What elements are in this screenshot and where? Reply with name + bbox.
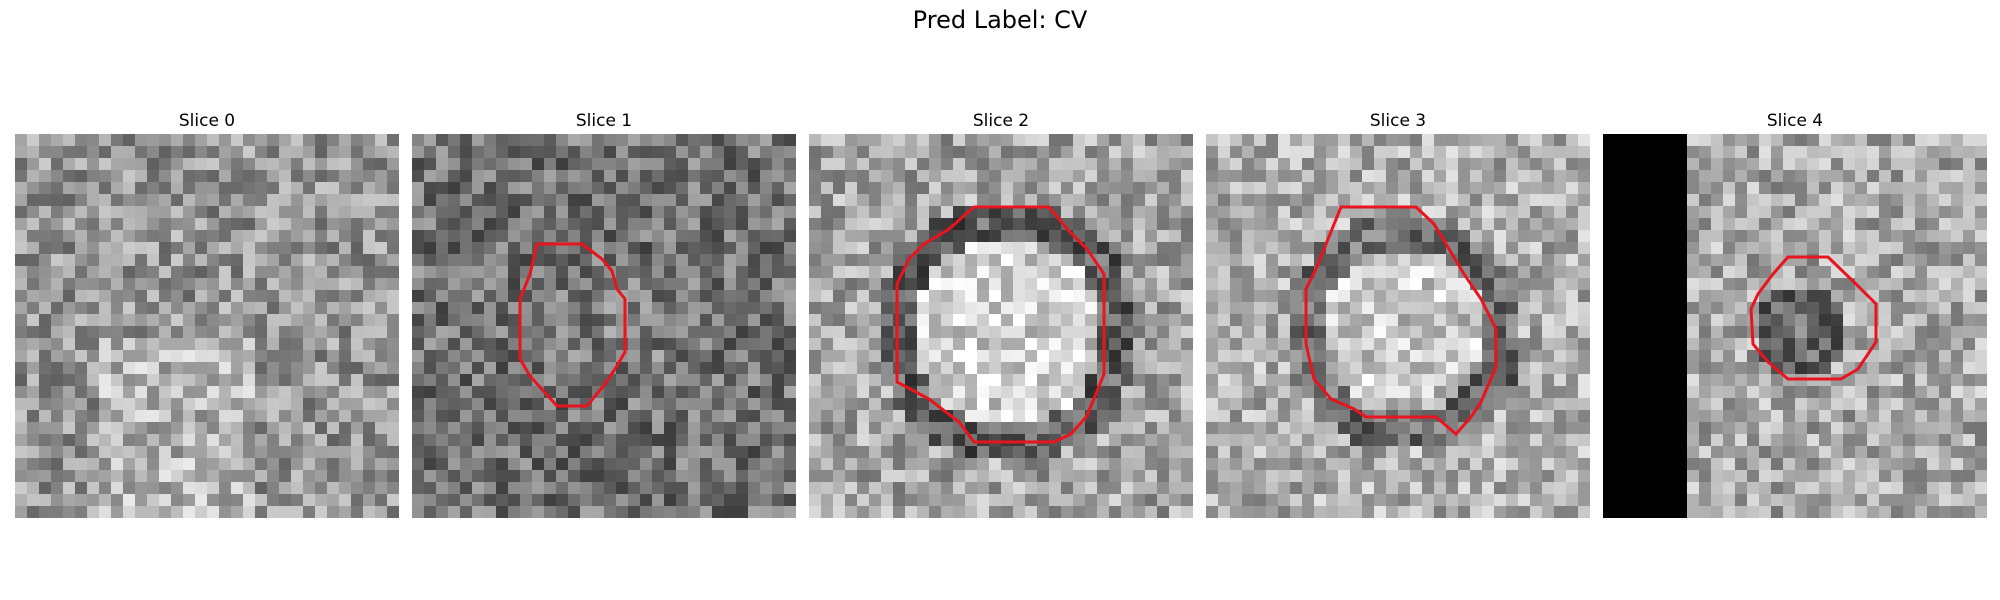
grayscale-patch <box>412 134 796 518</box>
grayscale-patch <box>1206 134 1590 518</box>
slice-title: Slice 3 <box>1369 111 1427 131</box>
grayscale-patch <box>15 134 399 518</box>
slice-title: Slice 0 <box>178 111 236 131</box>
slice-panel-2: Slice 2 <box>809 108 1193 518</box>
segmentation-contour <box>518 242 627 408</box>
slice-title: Slice 1 <box>575 111 633 131</box>
slice-image-4 <box>1603 134 1987 518</box>
slice-panel-1: Slice 1 <box>412 108 796 518</box>
slice-image-2 <box>809 134 1193 518</box>
slice-image-0 <box>15 134 399 518</box>
slice-panel-3: Slice 3 <box>1206 108 1590 518</box>
slice-title: Slice 4 <box>1766 111 1824 131</box>
grayscale-patch <box>809 134 1193 518</box>
slice-image-3 <box>1206 134 1590 518</box>
slice-panel-4: Slice 4 <box>1603 108 1987 518</box>
slice-panel-0: Slice 0 <box>15 108 399 518</box>
segmentation-contour <box>1304 205 1498 437</box>
grayscale-patch <box>1603 134 1987 518</box>
segmentation-contour <box>895 205 1106 444</box>
slice-image-1 <box>412 134 796 518</box>
figure-title: Pred Label: CV <box>912 6 1088 34</box>
slice-title: Slice 2 <box>972 111 1030 131</box>
segmentation-contour <box>1749 255 1878 381</box>
